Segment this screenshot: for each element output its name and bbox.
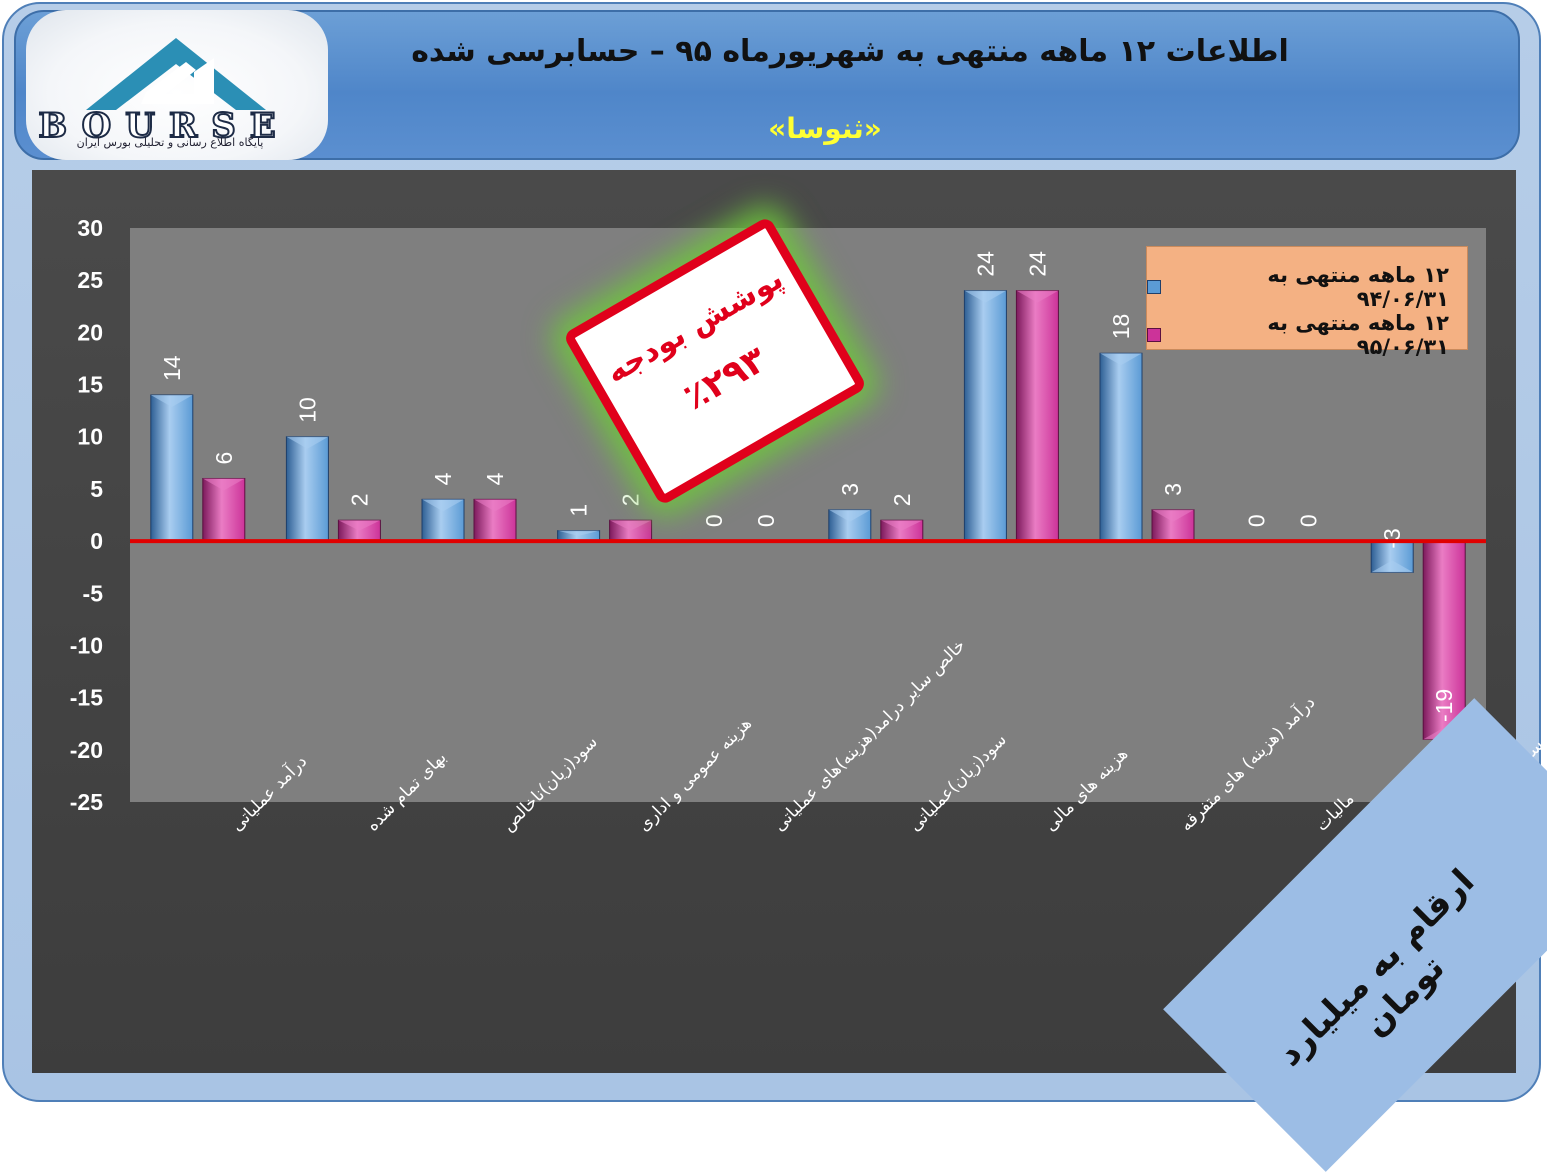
data-label: 10 <box>294 397 320 423</box>
data-label: 14 <box>159 355 185 381</box>
page-title: اطلاعات ۱۲ ماهه منتهی به شهریورماه ۹۵ – … <box>411 34 1289 69</box>
y-tick-label: 30 <box>77 215 103 241</box>
y-tick-label: 15 <box>77 372 103 398</box>
data-label: 24 <box>972 251 998 277</box>
data-label: 6 <box>211 452 237 465</box>
data-label: 2 <box>889 493 915 506</box>
bar-bevel <box>557 530 600 536</box>
bar-bevel <box>1371 560 1414 573</box>
y-tick-label: 0 <box>90 528 103 554</box>
data-label: 1 <box>566 504 592 517</box>
y-tick-label: 20 <box>77 319 103 345</box>
bar-bevel <box>338 520 381 531</box>
data-label: 2 <box>346 493 372 506</box>
bar-bevel <box>1152 509 1194 522</box>
legend-label-2: ۱۲ ماهه منتهی به ۹۵/۰۶/۳۱ <box>1267 311 1449 359</box>
bar-bevel <box>1100 353 1142 366</box>
bar-bevel <box>828 509 871 522</box>
y-tick-label: 25 <box>77 267 103 293</box>
bars <box>150 290 1466 740</box>
y-tick-label: -5 <box>83 580 104 606</box>
data-label: 2 <box>618 493 644 506</box>
data-label: 0 <box>701 514 727 527</box>
y-tick-label: -15 <box>70 685 103 711</box>
y-tick-label: -10 <box>70 632 103 658</box>
data-label: 4 <box>430 472 456 485</box>
legend-entry-2: ۱۲ ماهه منتهی به ۹۵/۰۶/۳۱ <box>1147 311 1449 359</box>
data-label: 4 <box>482 472 508 485</box>
bar <box>285 436 329 542</box>
page-subtitle: «ثنوسا» <box>768 112 882 145</box>
data-label: 24 <box>1024 251 1050 277</box>
bar-bevel <box>964 290 1007 303</box>
bar-bevel <box>202 478 245 491</box>
bar <box>1099 352 1143 542</box>
y-tick-label: -20 <box>70 737 103 763</box>
legend-swatch-2 <box>1147 328 1161 342</box>
data-label: -3 <box>1379 528 1405 548</box>
data-label: -19 <box>1431 689 1457 722</box>
data-label: 18 <box>1108 314 1134 340</box>
legend-entry-1: ۱۲ ماهه منتهی به ۹۴/۰۶/۳۱ <box>1147 263 1449 311</box>
y-axis-ticks: 30 25 20 15 10 5 0 -5 -10 -15 -20 -25 <box>70 215 103 815</box>
legend-label-1: ۱۲ ماهه منتهی به ۹۴/۰۶/۳۱ <box>1267 263 1449 311</box>
bar-bevel <box>422 499 464 512</box>
logo <box>26 10 328 160</box>
bar-bevel <box>286 436 329 449</box>
bar <box>963 290 1007 542</box>
y-tick-label: -25 <box>70 789 103 815</box>
logo-tagline: پایگاه اطلاع رسانی و تحلیلی بورس ایران <box>76 136 264 149</box>
y-tick-label: 10 <box>77 424 103 450</box>
bar <box>1015 290 1059 542</box>
bar-bevel <box>609 520 652 531</box>
data-label: 0 <box>753 514 779 527</box>
bar <box>150 394 194 542</box>
legend-swatch-1 <box>1147 280 1161 294</box>
legend: ۱۲ ماهه منتهی به ۹۴/۰۶/۳۱ ۱۲ ماهه منتهی … <box>1146 246 1468 359</box>
data-label: 3 <box>1160 483 1186 496</box>
data-label: 0 <box>1296 514 1322 527</box>
bar <box>1422 540 1466 740</box>
data-label: 3 <box>837 483 863 496</box>
logo-emblem-icon <box>86 38 266 110</box>
y-tick-label: 5 <box>90 476 103 502</box>
bar-bevel <box>880 520 923 531</box>
logo-wordmark: BOURSE <box>37 105 290 147</box>
bar-bevel <box>474 499 516 512</box>
bar-bevel <box>1016 290 1059 303</box>
bar-bevel <box>150 394 193 407</box>
data-label: 0 <box>1244 514 1270 527</box>
